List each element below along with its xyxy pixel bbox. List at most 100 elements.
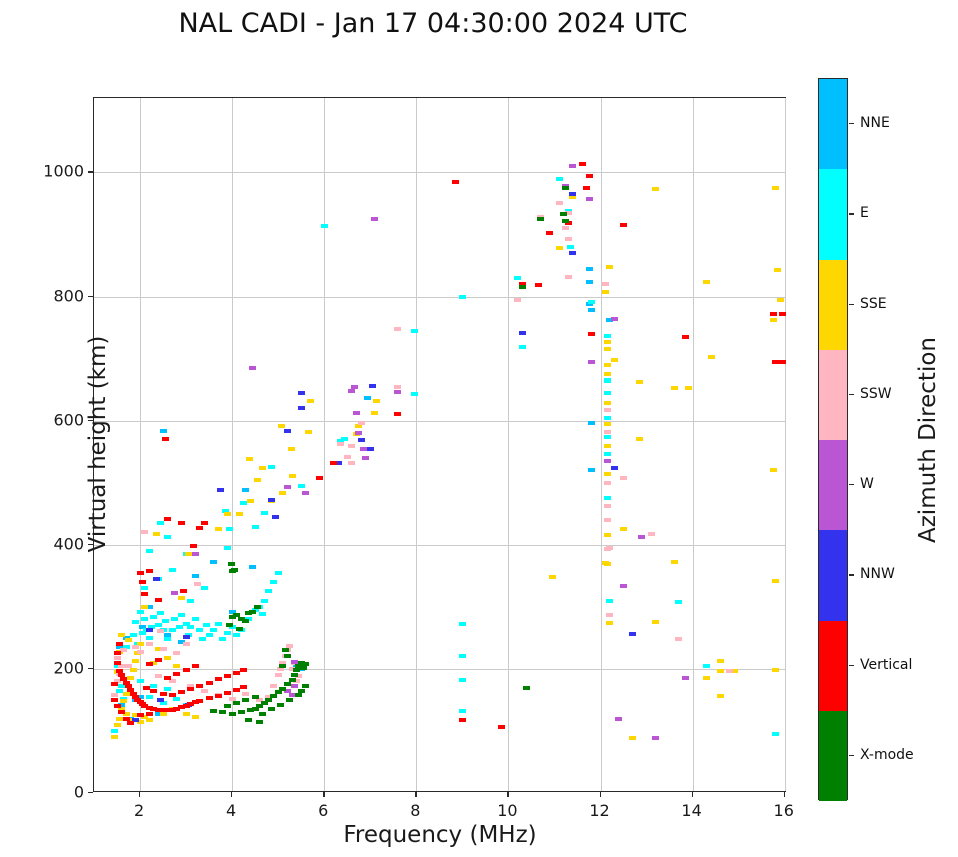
scatter-point (152, 576, 160, 581)
scatter-point (171, 617, 179, 622)
colorbar-category-label: X-mode (860, 746, 914, 763)
scatter-point (219, 710, 227, 715)
scatter-point (302, 684, 310, 689)
scatter-point (145, 628, 153, 633)
scatter-point (265, 694, 273, 699)
scatter-point (281, 648, 289, 653)
scatter-point (606, 620, 614, 625)
scatter-point (774, 267, 782, 272)
scatter-point (177, 640, 185, 645)
scatter-point (136, 609, 144, 614)
scatter-point (771, 185, 779, 190)
scatter-point (652, 187, 660, 192)
scatter-point (778, 359, 786, 364)
scatter-point (148, 624, 156, 629)
scatter-point (348, 461, 356, 466)
scatter-point (164, 686, 172, 691)
colorbar-category-label: W (860, 476, 874, 493)
scatter-point (242, 619, 250, 624)
scatter-point (629, 631, 637, 636)
scatter-point (569, 192, 577, 197)
scatter-point (518, 285, 526, 290)
scatter-point (458, 678, 466, 683)
scatter-point (603, 346, 611, 351)
scatter-point (122, 645, 130, 650)
scatter-point (297, 484, 305, 489)
scatter-point (237, 710, 245, 715)
scatter-point (585, 197, 593, 202)
scatter-point (288, 678, 296, 683)
scatter-point (316, 475, 324, 480)
scatter-point (191, 700, 199, 705)
scatter-point (276, 666, 284, 671)
scatter-point (164, 517, 172, 522)
scatter-point (177, 689, 185, 694)
scatter-point (228, 615, 236, 620)
x-tick-mark (783, 792, 785, 797)
scatter-point (113, 663, 121, 668)
scatter-point (458, 653, 466, 658)
scatter-point (603, 391, 611, 396)
scatter-point (157, 521, 165, 526)
scatter-point (129, 668, 137, 673)
gridline-horizontal (94, 296, 785, 298)
scatter-point (138, 624, 146, 629)
scatter-point (118, 684, 126, 689)
scatter-point (235, 511, 243, 516)
scatter-point (258, 612, 266, 617)
scatter-point (603, 429, 611, 434)
scatter-point (150, 660, 158, 665)
scatter-point (283, 428, 291, 433)
scatter-point (776, 297, 784, 302)
y-tick-label: 800 (53, 286, 84, 306)
scatter-point (136, 570, 144, 575)
scatter-point (177, 595, 185, 600)
scatter-point (154, 707, 162, 712)
scatter-point (638, 534, 646, 539)
scatter-point (603, 503, 611, 508)
scatter-point (136, 719, 144, 724)
scatter-point (164, 632, 172, 637)
scatter-point (113, 651, 121, 656)
scatter-point (288, 692, 296, 697)
scatter-point (242, 691, 250, 696)
scatter-point (118, 663, 126, 668)
scatter-point (569, 251, 577, 256)
scatter-point (288, 473, 296, 478)
scatter-point (154, 657, 162, 662)
scatter-point (161, 436, 169, 441)
scatter-point (115, 642, 123, 647)
scatter-point (173, 696, 181, 701)
scatter-point (180, 588, 188, 593)
scatter-point (355, 431, 363, 436)
scatter-point (334, 460, 342, 465)
scatter-point (214, 693, 222, 698)
scatter-point (233, 671, 241, 676)
scatter-point (115, 688, 123, 693)
scatter-point (276, 702, 284, 707)
scatter-point (143, 685, 151, 690)
scatter-point (652, 735, 660, 740)
scatter-point (348, 388, 356, 393)
scatter-point (150, 615, 158, 620)
scatter-point (329, 460, 337, 465)
scatter-point (194, 581, 202, 586)
scatter-point (134, 697, 142, 702)
x-tick-mark (415, 792, 417, 797)
scatter-point (702, 279, 710, 284)
scatter-point (111, 682, 119, 687)
scatter-point (214, 677, 222, 682)
scatter-point (235, 626, 243, 631)
scatter-point (221, 508, 229, 513)
scatter-point (196, 628, 204, 633)
scatter-point (141, 586, 149, 591)
y-tick-label: 400 (53, 534, 84, 554)
scatter-point (297, 660, 305, 665)
x-tick-label: 8 (410, 801, 421, 820)
scatter-point (514, 297, 522, 302)
scatter-point (224, 511, 232, 516)
scatter-point (518, 345, 526, 350)
scatter-point (606, 598, 614, 603)
scatter-point (564, 210, 572, 215)
colorbar-category-label: E (860, 205, 869, 222)
